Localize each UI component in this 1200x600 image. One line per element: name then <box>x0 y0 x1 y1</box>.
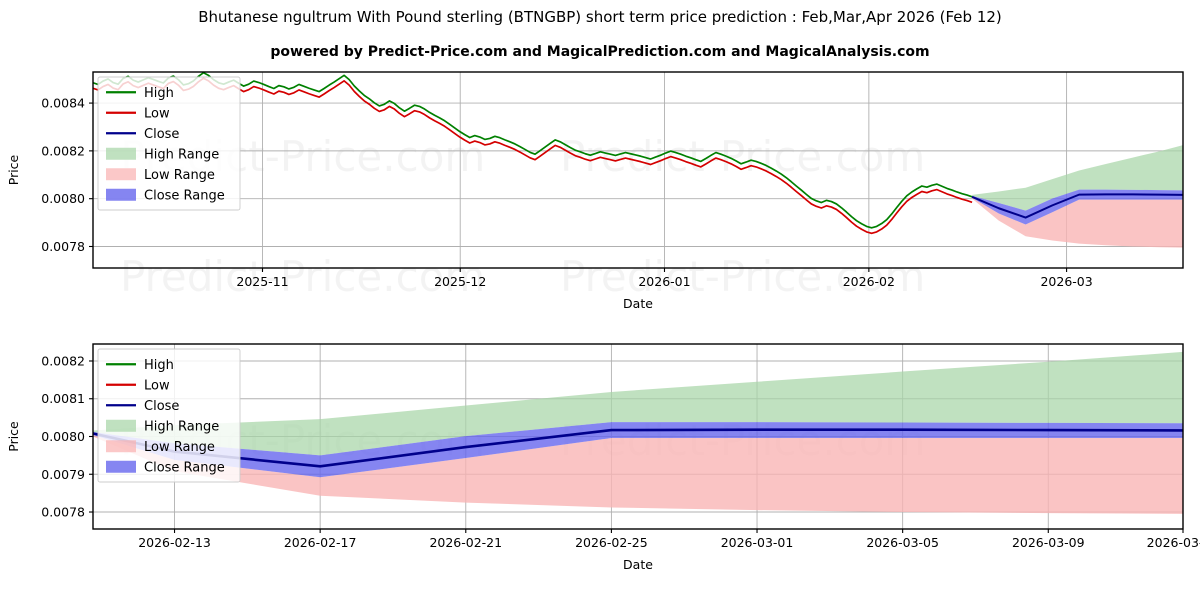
legend-item-high-range[interactable]: High Range <box>106 419 219 434</box>
legend-label: Low <box>144 378 170 393</box>
legend-patch-swatch <box>106 440 136 453</box>
y-tick-label: 0.0078 <box>41 239 85 254</box>
legend-label: High <box>144 86 174 101</box>
x-tick-label: 2026-02 <box>843 274 895 289</box>
legend-item-high-range[interactable]: High Range <box>106 147 219 162</box>
x-tick-label: 2026-03-01 <box>721 535 794 550</box>
legend-item-low[interactable]: Low <box>106 378 170 393</box>
y-tick-label: 0.0080 <box>41 191 85 206</box>
low-range-band <box>93 434 1183 514</box>
y-tick-label: 0.0078 <box>41 505 85 520</box>
legend-label: Close <box>144 399 179 414</box>
top-chart-panel: Predict-Price.com Predict-Price.com Predic… <box>6 71 1184 311</box>
legend-item-low[interactable]: Low <box>106 106 170 121</box>
legend-label: Low <box>144 106 170 121</box>
legend-patch-swatch <box>106 188 136 201</box>
plot-border <box>92 71 1184 269</box>
x-tick-label: 2026-02-25 <box>575 535 648 550</box>
grid-lines <box>93 72 1183 268</box>
legend-label: Low Range <box>144 440 215 455</box>
x-tick-label: 2026-02-13 <box>138 535 211 550</box>
y-tick-label: 0.0082 <box>41 143 85 158</box>
close-line <box>971 193 1183 219</box>
legend-item-close-range[interactable]: Close Range <box>106 460 225 475</box>
legend-label: Close Range <box>144 460 225 475</box>
close-range-band <box>93 422 1183 478</box>
y-tick-label: 0.0082 <box>41 353 85 368</box>
legend-label: High <box>144 358 174 373</box>
y-tick-label: 0.0079 <box>41 467 85 482</box>
legend-label: Close Range <box>144 188 225 203</box>
close-range-band <box>972 189 1183 225</box>
y-tick-label: 0.0084 <box>41 96 85 111</box>
legend-item-close[interactable]: Close <box>106 127 179 142</box>
figure-title: Bhutanese ngultrum With Pound sterling (… <box>198 8 1002 26</box>
x-tick-label: 2026-02-17 <box>284 535 357 550</box>
x-axis-label: Date <box>623 557 653 572</box>
y-tick-label: 0.0081 <box>41 391 85 406</box>
figure-subtitle: powered by Predict-Price.com and Magical… <box>270 44 930 60</box>
x-tick-label: 2025-12 <box>434 274 486 289</box>
x-tick-label: 2026-03 <box>1040 274 1092 289</box>
legend-item-low-range[interactable]: Low Range <box>106 168 215 183</box>
legend-label: Low Range <box>144 168 215 183</box>
bottom-chart-panel: Predict-Price.comPredict-Price.com0.0078… <box>6 343 1200 572</box>
legend-label: High Range <box>144 419 219 434</box>
legend-label: High Range <box>144 147 219 162</box>
legend-item-close-range[interactable]: Close Range <box>106 188 225 203</box>
y-axis-label: Price <box>6 421 21 452</box>
y-tick-label: 0.0080 <box>41 429 85 444</box>
chart-legend: High Low Close High Range Low Range Close Ran… <box>97 348 241 483</box>
x-tick-label: 2026-01 <box>638 274 690 289</box>
legend-patch-swatch <box>106 460 136 473</box>
x-tick-label: 2026-03-09 <box>1012 535 1085 550</box>
low-range-band <box>972 197 1183 248</box>
legend-item-close[interactable]: Close <box>106 399 179 414</box>
x-tick-label: 2026-03-13 <box>1147 535 1200 550</box>
watermark-text: Predict-Price.com <box>120 252 485 301</box>
legend-label: Close <box>144 127 179 142</box>
x-tick-label: 2026-02-21 <box>429 535 502 550</box>
x-tick-label: 2025-11 <box>236 274 288 289</box>
legend-patch-swatch <box>106 419 136 432</box>
x-axis-label: Date <box>623 296 653 311</box>
watermark-text: Predict-Price.com <box>560 252 925 301</box>
chart-legend: High Low Close High Range Low Range Close Ran… <box>97 76 241 211</box>
legend-patch-swatch <box>106 147 136 160</box>
x-tick-label: 2026-03-05 <box>866 535 939 550</box>
legend-item-high[interactable]: High <box>106 86 174 101</box>
legend-patch-swatch <box>106 168 136 181</box>
legend-item-low-range[interactable]: Low Range <box>106 440 215 455</box>
legend-item-high[interactable]: High <box>106 358 174 373</box>
watermark-text: Predict-Price.com <box>560 132 925 181</box>
y-axis-label: Price <box>6 154 21 185</box>
high-range-band <box>93 351 1183 456</box>
high-range-band <box>972 145 1183 211</box>
